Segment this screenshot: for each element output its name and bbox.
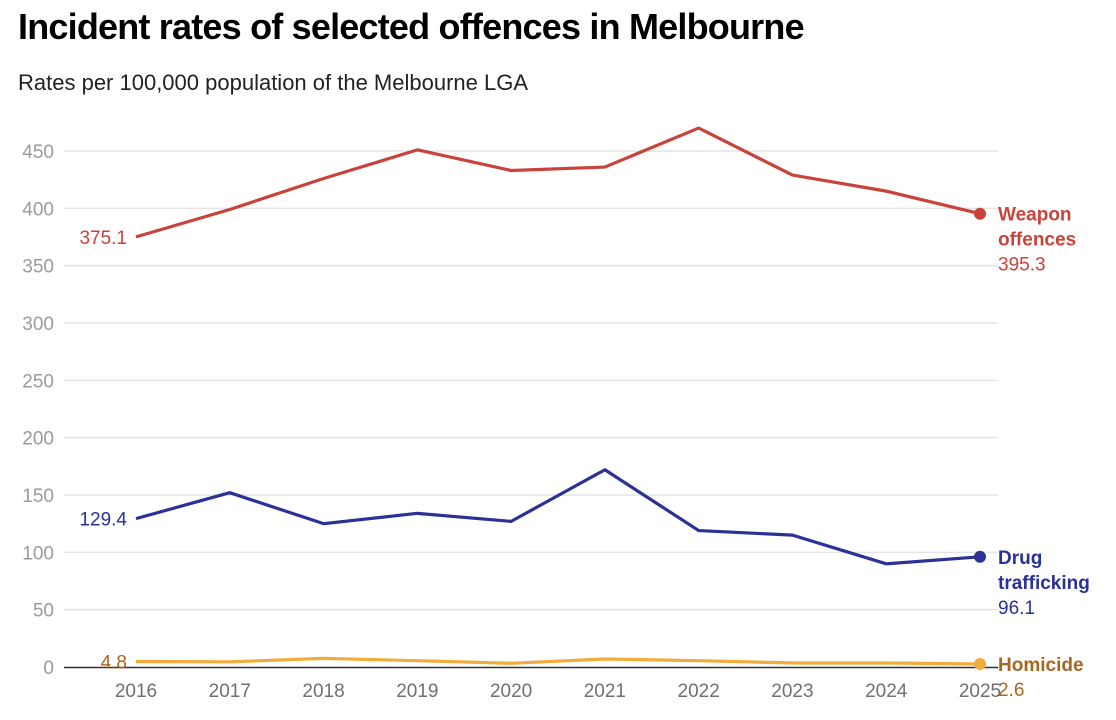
- series-start-value-label: 129.4: [79, 510, 127, 531]
- series-name-label: Weapon: [998, 205, 1072, 226]
- y-tick-label: 150: [22, 486, 54, 507]
- series-name-label: Homicide: [998, 655, 1084, 676]
- series-lines: [135, 126, 986, 671]
- x-tick-label: 2018: [302, 681, 344, 702]
- series-name-label: offences: [998, 230, 1076, 251]
- x-tick-label: 2023: [771, 681, 813, 702]
- x-tick-label: 2024: [865, 681, 908, 702]
- y-tick-label: 250: [22, 371, 54, 392]
- x-tick-label: 2016: [115, 681, 157, 702]
- series-end-value-label: 2.6: [998, 680, 1024, 701]
- y-tick-label: 0: [43, 658, 54, 679]
- gridlines: [64, 150, 998, 611]
- y-tick-label: 450: [22, 142, 54, 163]
- chart-title: Incident rates of selected offences in M…: [18, 6, 805, 47]
- y-tick-label: 200: [22, 429, 54, 450]
- y-axis-ticks: 0 50 100 150 200 250 300 350 400 450: [22, 142, 54, 679]
- y-tick-label: 100: [22, 543, 54, 564]
- series-end-value-label: 395.3: [998, 255, 1046, 276]
- chart-subtitle: Rates per 100,000 population of the Melb…: [18, 70, 529, 95]
- series-end-marker: [974, 550, 986, 563]
- series-start-value-label: 375.1: [79, 228, 127, 249]
- x-tick-label: 2021: [584, 681, 626, 702]
- series-end-marker: [974, 207, 986, 220]
- y-tick-label: 300: [22, 314, 54, 335]
- series-line-1: [135, 468, 981, 566]
- y-tick-label: 400: [22, 199, 54, 220]
- series-line-2: [135, 656, 981, 666]
- x-tick-label: 2019: [396, 681, 438, 702]
- series-end-marker: [974, 658, 986, 671]
- series-name-label: trafficking: [998, 573, 1090, 594]
- series-labels: 375.1 Weapon offences 395.3 129.4 Drug traffic…: [79, 205, 1089, 701]
- x-axis-ticks: 2016 2017 2018 2019 2020 2021 2022 2023 2024 2025: [115, 681, 1001, 702]
- x-tick-label: 2017: [209, 681, 251, 702]
- series-line-0: [135, 126, 981, 239]
- series-start-value-label: 4.8: [101, 652, 127, 673]
- x-tick-label: 2025: [959, 681, 1001, 702]
- x-tick-label: 2020: [490, 681, 532, 702]
- series-end-value-label: 96.1: [998, 598, 1035, 619]
- y-tick-label: 350: [22, 257, 54, 278]
- x-tick-label: 2022: [678, 681, 720, 702]
- series-name-label: Drug: [998, 548, 1042, 569]
- y-tick-label: 50: [33, 601, 54, 622]
